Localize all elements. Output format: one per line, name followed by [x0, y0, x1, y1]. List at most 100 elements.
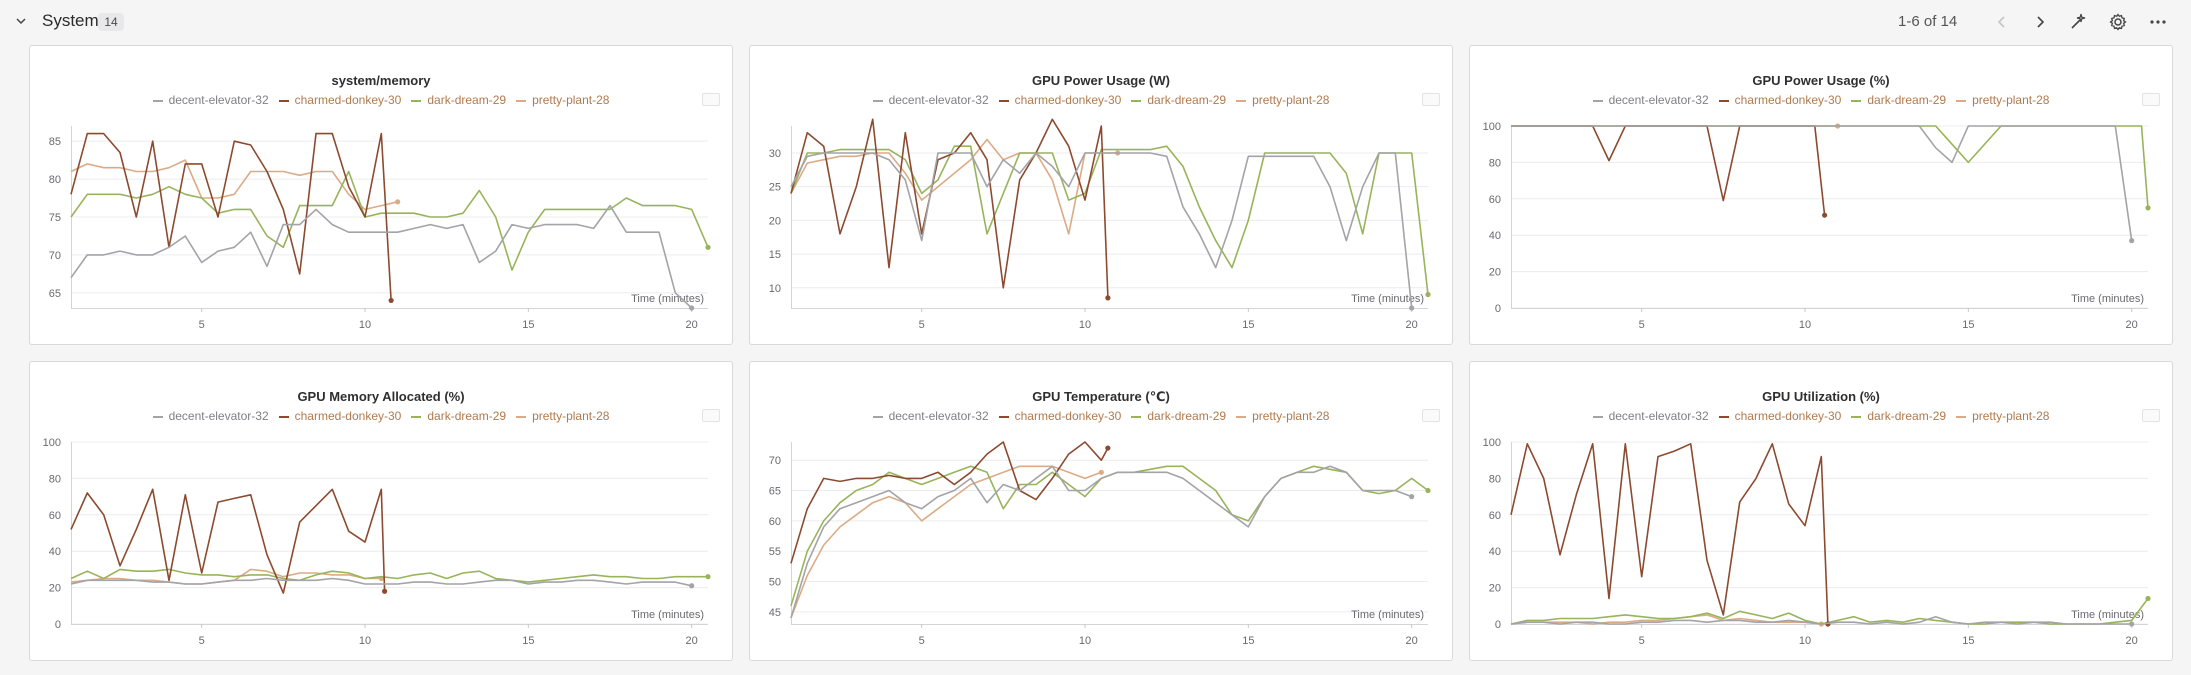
legend-item[interactable]: charmed-donkey-30 — [278, 93, 401, 107]
y-tick-label: 30 — [769, 148, 781, 160]
legend-label: pretty-plant-28 — [1252, 93, 1330, 107]
legend-item[interactable]: pretty-plant-28 — [1236, 93, 1329, 107]
series-line-charmed-donkey-30[interactable] — [70, 488, 386, 594]
section-header: System 14 1-6 of 14 — [0, 0, 2191, 44]
panel-menu-button[interactable] — [1422, 93, 1440, 106]
chart-legend: decent-elevator-32 charmed-donkey-30 dark-… — [1470, 93, 2172, 107]
series-line-charmed-donkey-30[interactable] — [70, 132, 392, 301]
legend-item[interactable]: dark-dream-29 — [411, 93, 506, 107]
y-tick-label: 20 — [49, 583, 61, 595]
legend-item[interactable]: decent-elevator-32 — [872, 93, 989, 107]
panel-menu-button[interactable] — [1422, 409, 1440, 422]
x-tick-label: 20 — [2126, 319, 2138, 331]
y-tick-label: 80 — [1489, 157, 1501, 169]
x-axis-label: Time (minutes) — [1351, 293, 1424, 305]
legend-swatch — [998, 99, 1009, 102]
y-tick-label: 40 — [49, 546, 61, 558]
legend-item[interactable]: pretty-plant-28 — [516, 409, 609, 423]
y-tick-label: 80 — [49, 174, 61, 186]
legend-item[interactable]: charmed-donkey-30 — [998, 409, 1121, 423]
panel-menu-button[interactable] — [2142, 93, 2160, 106]
legend-item[interactable]: dark-dream-29 — [1851, 93, 1946, 107]
series-line-charmed-donkey-30[interactable] — [790, 441, 1109, 564]
chart-panel-system-memory[interactable]: 65 70 75 80 85 5 10 15 20 Time (minutes) system/me… — [29, 45, 733, 345]
chart-panel-gpu-power-usage-w[interactable]: 10 15 20 25 30 5 10 15 20 Time (minutes) GPU Power… — [749, 45, 1453, 345]
legend-item[interactable]: dark-dream-29 — [1131, 409, 1226, 423]
legend-label: pretty-plant-28 — [1252, 409, 1330, 423]
legend-item[interactable]: charmed-donkey-30 — [998, 93, 1122, 107]
x-axis-label: Time (minutes) — [2071, 293, 2144, 305]
series-line-dark-dream-29[interactable] — [1510, 598, 2149, 625]
panel-menu-button[interactable] — [702, 409, 720, 422]
legend-label: dark-dream-29 — [1147, 409, 1227, 423]
series-end-point — [689, 583, 695, 589]
chart-panel-gpu-memory-allocated[interactable]: 0 20 40 60 80 100 5 10 15 20 Time (minutes) GPU Mem… — [29, 361, 733, 661]
series-line-decent-elevator-32[interactable] — [790, 152, 1413, 309]
series-line-charmed-donkey-30[interactable] — [1511, 125, 1826, 216]
legend-item[interactable]: decent-elevator-32 — [872, 409, 989, 423]
auto-layout-button[interactable] — [2066, 10, 2090, 34]
y-tick-label: 0 — [1495, 619, 1501, 631]
y-tick-label: 70 — [769, 455, 781, 467]
more-options-button[interactable] — [2146, 10, 2170, 34]
legend-swatch — [278, 99, 289, 102]
chevron-down-icon[interactable] — [14, 14, 28, 28]
panel-menu-button[interactable] — [702, 93, 720, 106]
series-line-decent-elevator-32[interactable] — [70, 577, 692, 587]
chart-title: GPU Utilization (%) — [1762, 389, 1880, 404]
legend-item[interactable]: dark-dream-29 — [1851, 409, 1946, 423]
series-line-dark-dream-29[interactable] — [70, 568, 708, 583]
chart-panel-gpu-utilization[interactable]: 0 20 40 60 80 100 5 10 15 20 Time (minutes) GPU Uti… — [1469, 361, 2173, 661]
legend-item[interactable]: decent-elevator-32 — [1592, 93, 1709, 107]
series-line-dark-dream-29[interactable] — [1511, 125, 2149, 208]
series-line-decent-elevator-32[interactable] — [1511, 125, 2133, 241]
series-end-point — [2129, 238, 2135, 244]
series-end-point — [705, 574, 711, 580]
legend-swatch — [998, 415, 1009, 418]
y-tick-label: 100 — [1483, 121, 1501, 133]
previous-page-button[interactable] — [1990, 10, 2014, 34]
series-line-pretty-plant-28[interactable] — [790, 138, 1118, 235]
y-tick-label: 50 — [769, 577, 781, 589]
legend-item[interactable]: dark-dream-29 — [1131, 93, 1226, 107]
series-line-decent-elevator-32[interactable] — [1510, 615, 2132, 625]
legend-label: dark-dream-29 — [1867, 93, 1947, 107]
legend-item[interactable]: decent-elevator-32 — [152, 93, 269, 107]
chart-legend: decent-elevator-32 charmed-donkey-30 dark-… — [30, 409, 732, 423]
legend-item[interactable]: pretty-plant-28 — [516, 93, 609, 107]
legend-label: decent-elevator-32 — [168, 409, 269, 423]
magic-wand-icon — [2071, 13, 2086, 29]
chart-panel-gpu-power-usage[interactable]: 0 20 40 60 80 100 5 10 15 20 Time (minutes) GPU Pow… — [1469, 45, 2173, 345]
legend-item[interactable]: pretty-plant-28 — [1956, 409, 2049, 423]
series-line-pretty-plant-28[interactable] — [70, 159, 398, 211]
chart-svg: 0 20 40 60 80 100 5 10 15 20 Time (minutes) — [1483, 437, 2151, 647]
series-line-decent-elevator-32[interactable] — [790, 465, 1412, 619]
legend-swatch — [278, 415, 289, 418]
series-line-dark-dream-29[interactable] — [790, 465, 1429, 607]
y-tick-label: 40 — [1489, 546, 1501, 558]
panel-menu-button[interactable] — [2142, 409, 2160, 422]
settings-button[interactable] — [2106, 10, 2130, 34]
series-line-decent-elevator-32[interactable] — [70, 204, 693, 309]
series-line-dark-dream-29[interactable] — [70, 170, 709, 271]
legend-swatch — [411, 415, 422, 418]
legend-item[interactable]: pretty-plant-28 — [1956, 93, 2049, 107]
series-line-charmed-donkey-30[interactable] — [1510, 443, 1829, 625]
series-end-point — [689, 305, 695, 311]
legend-item[interactable]: dark-dream-29 — [411, 409, 506, 423]
x-tick-label: 5 — [919, 319, 925, 331]
legend-item[interactable]: pretty-plant-28 — [1236, 409, 1329, 423]
legend-item[interactable]: charmed-donkey-30 — [1718, 409, 1841, 423]
next-page-button[interactable] — [2028, 10, 2052, 34]
series-line-dark-dream-29[interactable] — [790, 145, 1429, 295]
legend-item[interactable]: decent-elevator-32 — [1592, 409, 1709, 423]
legend-swatch — [1718, 415, 1729, 418]
legend-swatch — [1236, 99, 1247, 102]
series-line-pretty-plant-28[interactable] — [790, 465, 1102, 619]
legend-item[interactable]: charmed-donkey-30 — [278, 409, 401, 423]
legend-item[interactable]: decent-elevator-32 — [152, 409, 269, 423]
legend-item[interactable]: charmed-donkey-30 — [1718, 93, 1841, 107]
y-tick-label: 100 — [43, 437, 61, 449]
chart-panel-gpu-temperature[interactable]: 45 50 55 60 65 70 5 10 15 20 Time (minutes) GPU Tem… — [749, 361, 1453, 661]
legend-label: charmed-donkey-30 — [1014, 93, 1122, 107]
